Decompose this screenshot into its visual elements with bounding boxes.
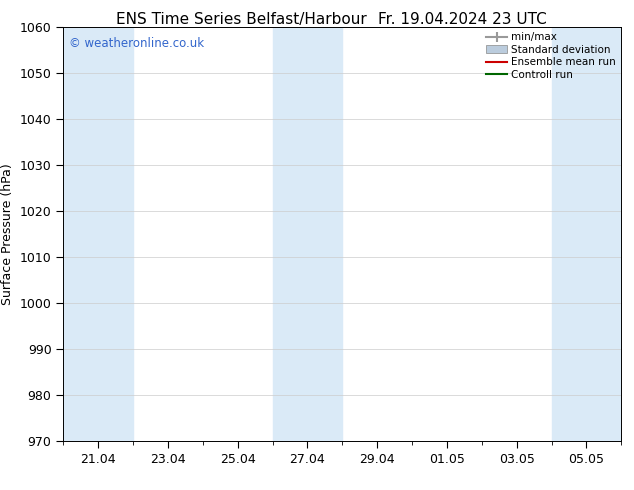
Y-axis label: Surface Pressure (hPa): Surface Pressure (hPa) bbox=[1, 163, 14, 305]
Bar bbox=[552, 27, 621, 441]
Legend: min/max, Standard deviation, Ensemble mean run, Controll run: min/max, Standard deviation, Ensemble me… bbox=[484, 30, 618, 82]
Bar bbox=[63, 27, 133, 441]
Text: ENS Time Series Belfast/Harbour: ENS Time Series Belfast/Harbour bbox=[115, 12, 366, 27]
Text: Fr. 19.04.2024 23 UTC: Fr. 19.04.2024 23 UTC bbox=[378, 12, 547, 27]
Text: © weatheronline.co.uk: © weatheronline.co.uk bbox=[69, 37, 204, 50]
Bar bbox=[273, 27, 342, 441]
